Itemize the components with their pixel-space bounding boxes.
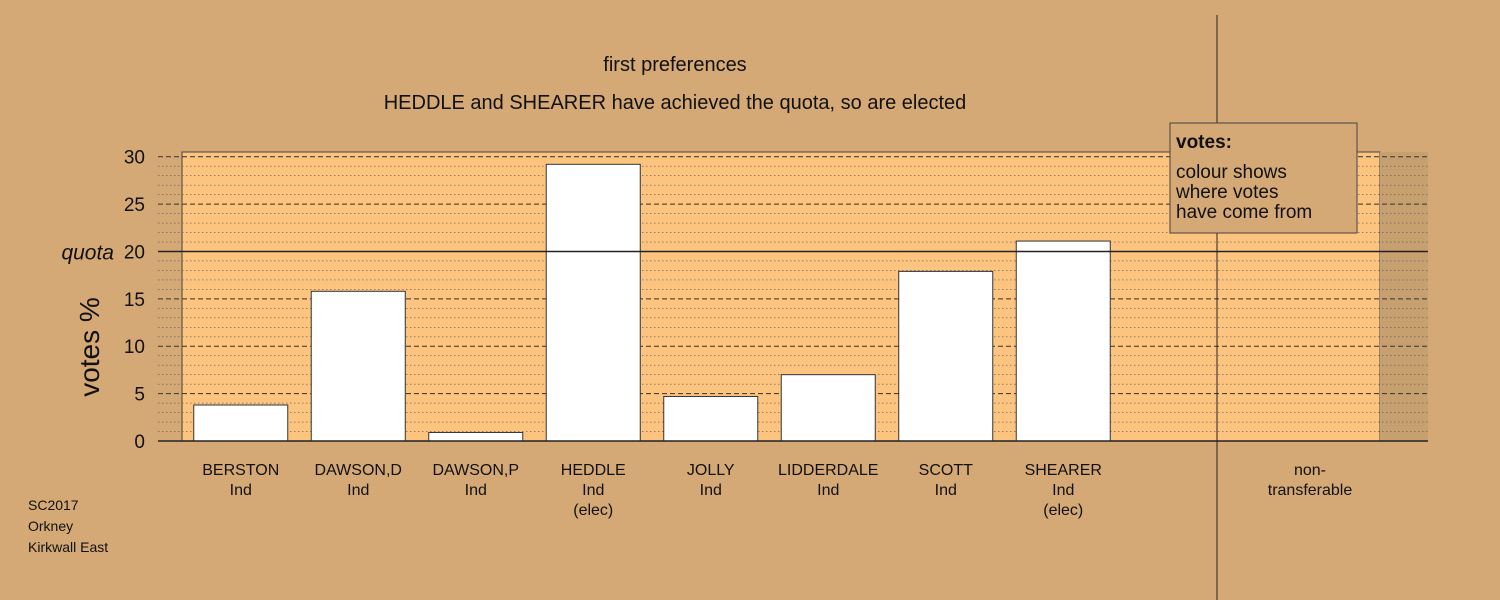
- legend-title: votes:: [1176, 132, 1232, 153]
- candidate-name-label: SCOTT: [919, 462, 973, 479]
- candidate-party-label: Ind: [700, 482, 722, 499]
- non-transferable-label: non- transferable: [1268, 462, 1353, 499]
- candidate-name-label: DAWSON,D: [315, 462, 402, 479]
- candidate-name-label: LIDDERDALE: [778, 462, 878, 479]
- bar-jolly: [663, 395, 759, 442]
- bar-shearer: [1015, 240, 1111, 442]
- candidate-name-label: SHEARER: [1025, 462, 1102, 479]
- right-shaded-area: [1380, 152, 1428, 441]
- y-tick-label: 0: [134, 432, 145, 453]
- candidate-party-label: Ind: [817, 482, 839, 499]
- bar-berston: [193, 404, 289, 442]
- y-tick-label: 25: [124, 195, 145, 216]
- candidate-party-label: Ind: [230, 482, 252, 499]
- candidate-name-label: DAWSON,P: [432, 462, 519, 479]
- candidate-name-label: BERSTON: [202, 462, 279, 479]
- legend-line-1: colour shows: [1176, 162, 1287, 183]
- footer: SC2017 Orkney Kirkwall East: [28, 497, 108, 555]
- y-tick-label: 15: [124, 290, 145, 311]
- bar-lidderdale: [780, 374, 876, 442]
- y-axis-label: votes %: [74, 297, 105, 397]
- footer-line-2: Orkney: [28, 518, 73, 534]
- y-tick-label: 30: [124, 148, 145, 169]
- bar-dawson-p: [428, 431, 524, 442]
- y-tick-label: 5: [134, 385, 145, 406]
- non-transferable-line-2: transferable: [1268, 482, 1353, 499]
- candidate-status-label: (elec): [573, 502, 613, 519]
- footer-line-3: Kirkwall East: [28, 539, 108, 555]
- legend: votes: colour shows where votes have com…: [1169, 122, 1358, 234]
- candidate-name-label: JOLLY: [687, 462, 735, 479]
- candidate-status-label: (elec): [1043, 502, 1083, 519]
- quota-label: quota: [61, 241, 114, 264]
- footer-line-1: SC2017: [28, 497, 79, 513]
- candidate-name-label: HEDDLE: [561, 462, 626, 479]
- candidate-party-label: Ind: [465, 482, 487, 499]
- bars-layer: [193, 163, 1111, 442]
- bar-heddle: [545, 163, 641, 442]
- legend-line-3: have come from: [1176, 202, 1312, 223]
- candidate-party-label: Ind: [582, 482, 604, 499]
- candidate-party-label: Ind: [935, 482, 957, 499]
- chart-subtitle: HEDDLE and SHEARER have achieved the quo…: [384, 92, 967, 114]
- legend-line-2: where votes: [1175, 182, 1278, 203]
- bar-dawson-d: [310, 290, 406, 442]
- candidate-party-label: Ind: [347, 482, 369, 499]
- bar-scott: [898, 270, 994, 442]
- axis-layer: BERSTON Ind DAWSON,D Ind DAWSON,P Ind HEDDLE In…: [61, 148, 1428, 519]
- y-tick-label: 20: [124, 242, 145, 263]
- chart-title: first preferences: [603, 54, 746, 76]
- candidate-party-label: Ind: [1052, 482, 1074, 499]
- non-transferable-line-1: non-: [1294, 462, 1326, 479]
- y-tick-label: 10: [124, 337, 145, 358]
- legend-box: [1169, 122, 1358, 234]
